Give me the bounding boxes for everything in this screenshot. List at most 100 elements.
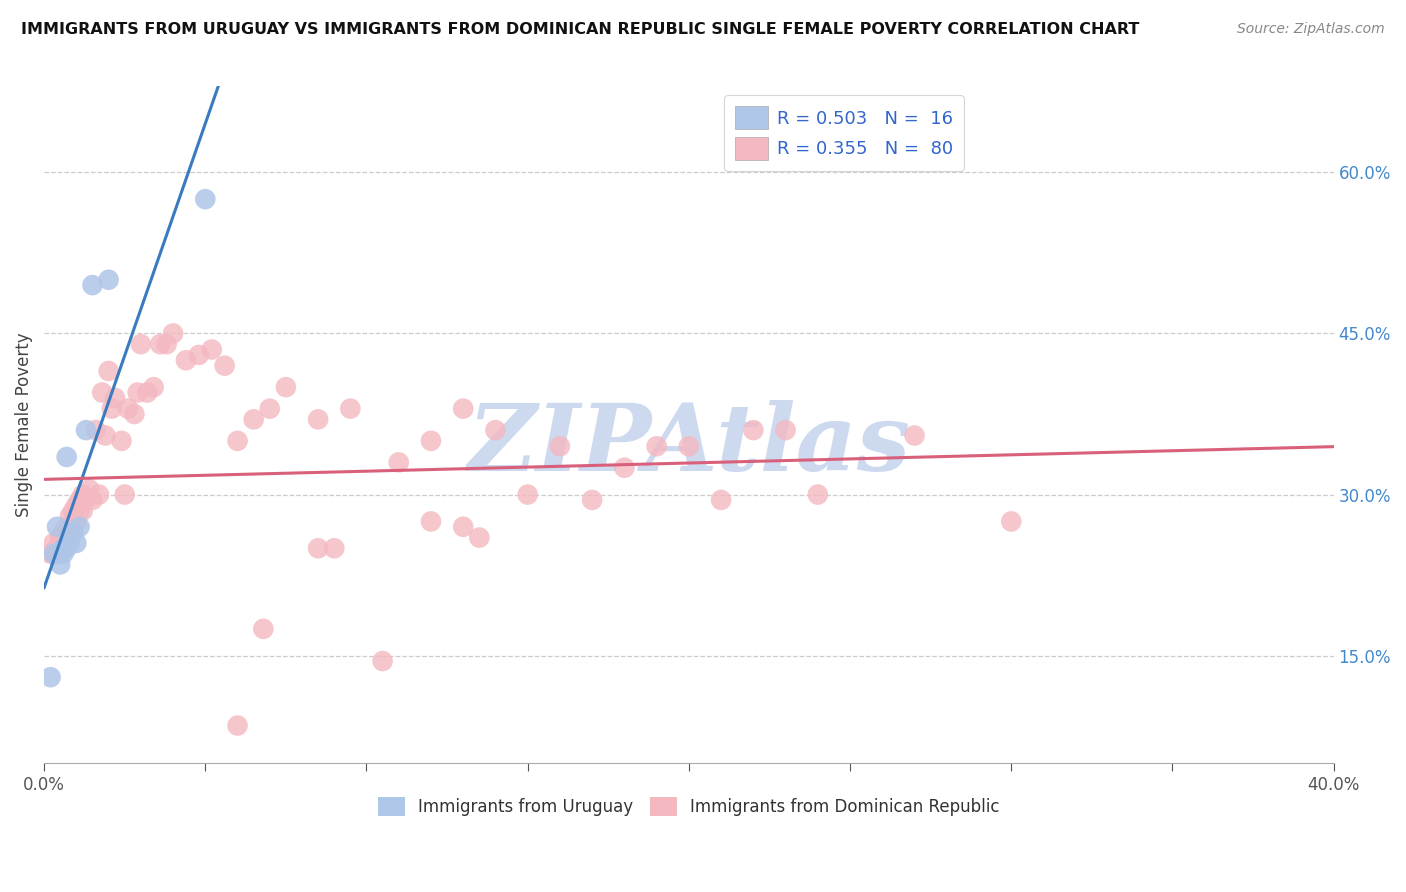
Point bbox=[187, 348, 209, 362]
Point bbox=[46, 541, 69, 556]
Point bbox=[97, 273, 120, 287]
Point bbox=[62, 504, 84, 518]
Point bbox=[46, 547, 69, 561]
Point bbox=[242, 412, 264, 426]
Point bbox=[39, 670, 62, 684]
Point bbox=[91, 385, 114, 400]
Point bbox=[46, 547, 69, 561]
Point bbox=[613, 460, 636, 475]
Point bbox=[484, 423, 506, 437]
Point bbox=[468, 531, 491, 545]
Point bbox=[77, 482, 100, 496]
Point bbox=[742, 423, 765, 437]
Point bbox=[214, 359, 236, 373]
Point bbox=[75, 492, 97, 507]
Point bbox=[1000, 515, 1022, 529]
Point bbox=[201, 343, 224, 357]
Point bbox=[104, 391, 127, 405]
Point bbox=[84, 423, 107, 437]
Point bbox=[59, 509, 82, 524]
Point bbox=[65, 515, 87, 529]
Point bbox=[129, 337, 152, 351]
Point bbox=[420, 515, 443, 529]
Point bbox=[62, 525, 84, 540]
Point bbox=[678, 439, 700, 453]
Point bbox=[307, 412, 329, 426]
Point bbox=[903, 428, 925, 442]
Point bbox=[516, 487, 538, 501]
Point bbox=[114, 487, 136, 501]
Point bbox=[775, 423, 797, 437]
Point bbox=[252, 622, 274, 636]
Point bbox=[55, 541, 77, 556]
Point bbox=[548, 439, 571, 453]
Point bbox=[65, 498, 87, 512]
Point bbox=[645, 439, 668, 453]
Point bbox=[420, 434, 443, 448]
Point bbox=[55, 525, 77, 540]
Point bbox=[69, 520, 91, 534]
Point bbox=[59, 525, 82, 540]
Point bbox=[82, 492, 104, 507]
Point bbox=[75, 423, 97, 437]
Point bbox=[52, 525, 75, 540]
Point bbox=[274, 380, 297, 394]
Point bbox=[226, 718, 249, 732]
Point bbox=[156, 337, 179, 351]
Point bbox=[136, 385, 159, 400]
Point bbox=[117, 401, 139, 416]
Point bbox=[581, 492, 603, 507]
Point bbox=[69, 504, 91, 518]
Point bbox=[101, 401, 124, 416]
Legend: Immigrants from Uruguay, Immigrants from Dominican Republic: Immigrants from Uruguay, Immigrants from… bbox=[371, 790, 1007, 822]
Text: Source: ZipAtlas.com: Source: ZipAtlas.com bbox=[1237, 22, 1385, 37]
Point bbox=[82, 278, 104, 293]
Point bbox=[49, 531, 72, 545]
Text: IMMIGRANTS FROM URUGUAY VS IMMIGRANTS FROM DOMINICAN REPUBLIC SINGLE FEMALE POVE: IMMIGRANTS FROM URUGUAY VS IMMIGRANTS FR… bbox=[21, 22, 1139, 37]
Point bbox=[339, 401, 361, 416]
Point bbox=[52, 531, 75, 545]
Point bbox=[97, 364, 120, 378]
Point bbox=[52, 547, 75, 561]
Point bbox=[194, 192, 217, 206]
Point bbox=[87, 487, 110, 501]
Point bbox=[59, 520, 82, 534]
Point bbox=[55, 531, 77, 545]
Point bbox=[52, 536, 75, 550]
Point bbox=[226, 434, 249, 448]
Point bbox=[807, 487, 830, 501]
Point bbox=[307, 541, 329, 556]
Point bbox=[710, 492, 733, 507]
Y-axis label: Single Female Poverty: Single Female Poverty bbox=[15, 333, 32, 517]
Point bbox=[259, 401, 281, 416]
Point bbox=[39, 547, 62, 561]
Point bbox=[55, 520, 77, 534]
Point bbox=[72, 504, 94, 518]
Point bbox=[42, 536, 65, 550]
Point bbox=[49, 558, 72, 572]
Point bbox=[49, 531, 72, 545]
Point bbox=[62, 520, 84, 534]
Point bbox=[174, 353, 197, 368]
Point bbox=[69, 492, 91, 507]
Point bbox=[451, 520, 474, 534]
Point bbox=[451, 401, 474, 416]
Point bbox=[42, 547, 65, 561]
Point bbox=[65, 536, 87, 550]
Point bbox=[42, 547, 65, 561]
Point bbox=[110, 434, 132, 448]
Point bbox=[52, 541, 75, 556]
Point bbox=[142, 380, 165, 394]
Point bbox=[371, 654, 394, 668]
Text: ZIPAtlas: ZIPAtlas bbox=[467, 400, 911, 490]
Point bbox=[124, 407, 146, 421]
Point bbox=[162, 326, 184, 341]
Point bbox=[46, 520, 69, 534]
Point bbox=[59, 536, 82, 550]
Point bbox=[72, 487, 94, 501]
Point bbox=[388, 455, 411, 469]
Point bbox=[55, 450, 77, 464]
Point bbox=[127, 385, 149, 400]
Point bbox=[94, 428, 117, 442]
Point bbox=[323, 541, 346, 556]
